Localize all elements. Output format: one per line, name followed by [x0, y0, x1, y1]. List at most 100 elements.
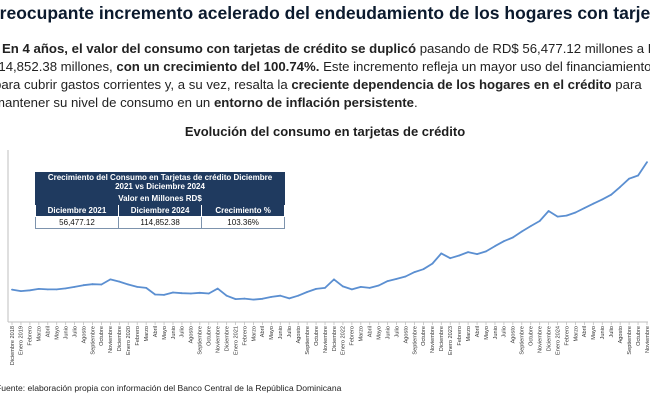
data-point [55, 288, 58, 291]
data-point [207, 292, 210, 295]
paragraph-bold-3: creciente dependencia de los hogares en … [291, 77, 612, 92]
data-point [619, 186, 622, 188]
data-point [288, 297, 291, 300]
data-point [100, 283, 103, 286]
x-tick-label: Octubre [636, 326, 642, 346]
consumption-series-line [11, 161, 648, 301]
x-tick-label: Mayo [377, 326, 383, 340]
x-tick-label: Mayo [591, 326, 597, 340]
x-tick-label: Diciembre [224, 326, 230, 351]
data-point [529, 225, 532, 228]
x-tick-label: Noviembre [216, 326, 222, 353]
x-tick-label: Mayo [269, 326, 275, 340]
data-point [368, 287, 371, 289]
x-tick-label: Febrero [457, 326, 463, 346]
x-tick-label: Agosto [511, 326, 517, 343]
data-point [565, 214, 568, 217]
x-tick-label: Agosto [189, 326, 195, 343]
chart-title: Evolución del consumo en tarjetas de cré… [184, 124, 466, 139]
x-tick-label: Febrero [350, 326, 356, 346]
data-point [252, 298, 255, 301]
x-tick-label: Marzo [466, 326, 472, 342]
data-point [574, 211, 577, 214]
data-point [592, 202, 595, 205]
x-tick-label: Enero 2023 [448, 326, 454, 355]
paragraph-line-4: mantener su nivel de consumo en un entor… [0, 94, 650, 112]
table-title-line-1: Crecimiento del Consumo en Tarjetas de c… [35, 172, 285, 192]
x-tick-label: Julio [72, 326, 78, 338]
data-point [476, 253, 478, 256]
summary-paragraph: En 4 años, el valor del consumo con tarj… [0, 40, 650, 112]
x-tick-label: Septiembre [520, 326, 526, 355]
data-point [422, 268, 425, 271]
growth-summary-table: Crecimiento del Consumo en Tarjetas de c… [35, 172, 285, 229]
x-tick-label: Febrero [564, 326, 570, 346]
data-point [127, 283, 130, 286]
x-tick-label: Junio [385, 326, 391, 339]
paragraph-text-7: . [413, 95, 418, 110]
x-tick-label: Noviembre [645, 326, 650, 353]
data-point [610, 193, 613, 196]
x-tick-label: Diciembre [546, 326, 552, 351]
x-tick-label: Agosto [403, 326, 409, 343]
paragraph-bold-4: entorno de inflación persistente [213, 95, 414, 110]
table-value-growth: 103.36% [201, 216, 285, 229]
data-point [118, 280, 121, 283]
paragraph-text-4: para cubrir gastos corrientes y, a su ve… [0, 77, 292, 92]
x-tick-label: Abril [153, 326, 159, 337]
data-point [315, 288, 317, 290]
data-point [494, 245, 496, 248]
x-tick-label: Septiembre [305, 326, 311, 355]
x-tick-label: Agosto [296, 326, 302, 343]
data-point [306, 291, 308, 293]
data-point [386, 280, 389, 282]
data-point [64, 287, 67, 290]
x-tick-label: Enero 2021 [233, 326, 239, 355]
x-tick-label: Octubre [207, 326, 213, 346]
x-tick-label: Junio [493, 326, 499, 339]
x-tick-label: Diciembre [439, 326, 445, 351]
data-point [628, 177, 630, 180]
source-note: Fuente: elaboración propia con informaci… [0, 383, 342, 393]
x-tick-label: Agosto [81, 326, 87, 343]
x-tick-label: Abril [582, 326, 588, 337]
x-tick-label: Noviembre [430, 326, 436, 353]
data-point [556, 215, 559, 218]
data-point [547, 210, 550, 212]
data-point [458, 254, 461, 257]
data-point [11, 288, 13, 291]
x-tick-label: Octubre [421, 326, 427, 346]
data-point [190, 292, 192, 295]
x-tick-label: Febrero [242, 326, 248, 346]
data-point [511, 236, 514, 239]
x-tick-label: Junio [64, 326, 70, 339]
data-point [29, 289, 31, 292]
x-tick-label: Septiembre [198, 326, 204, 355]
data-point [216, 287, 219, 290]
data-point [395, 278, 398, 280]
x-tick-label: Marzo [573, 326, 579, 342]
paragraph-text-2: 114,852.38 millones, [0, 59, 117, 74]
data-point [46, 288, 49, 291]
x-tick-label: Diciembre [117, 326, 123, 351]
paragraph-text-3: Este incremento refleja un mayor uso del… [319, 59, 650, 74]
paragraph-text-6: mantener su nivel de consumo en un [0, 95, 214, 110]
x-tick-label: Febrero [28, 326, 34, 346]
data-point [538, 220, 541, 222]
data-point [172, 291, 174, 294]
x-tick-label: Diciembre [332, 326, 338, 351]
paragraph-line-3: para cubrir gastos corrientes y, a su ve… [0, 76, 650, 94]
data-point [225, 294, 228, 297]
x-tick-label: Junio [600, 326, 606, 339]
x-tick-label: Julio [394, 326, 400, 338]
x-tick-label: Abril [46, 326, 52, 337]
data-point [109, 278, 112, 281]
x-tick-label: Junio [278, 326, 284, 339]
paragraph-line-2: 114,852.38 millones, con un crecimiento … [0, 58, 650, 76]
table-value-dec-2024: 114,852.38 [117, 216, 203, 229]
data-point [351, 288, 353, 291]
data-point [583, 207, 586, 210]
table-value-dec-2021: 56,477.12 [35, 216, 119, 229]
data-point [377, 284, 380, 287]
x-tick-label: Febrero [135, 326, 141, 346]
